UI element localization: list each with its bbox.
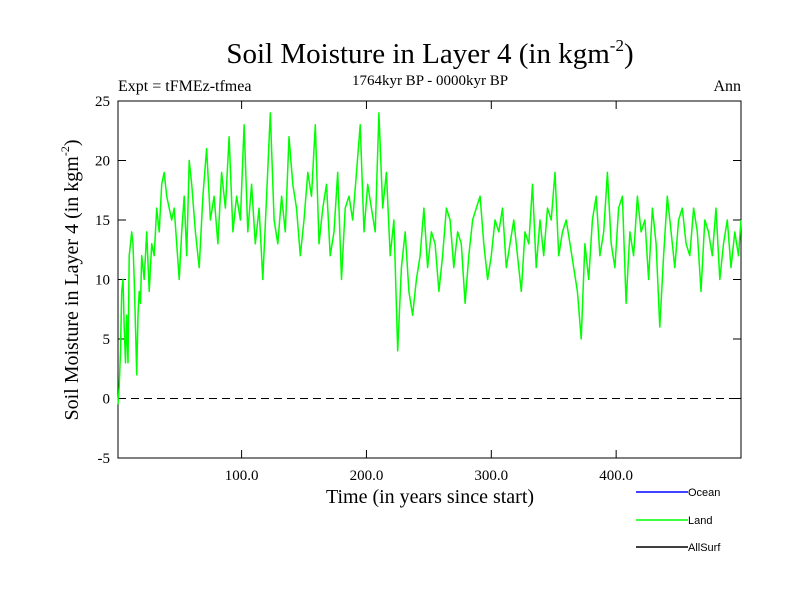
legend: Ocean Land AllSurf [636,487,721,554]
x-tick-label: 100.0 [225,468,259,484]
plot-frame [117,100,742,459]
x-tick-label: 200.0 [350,468,384,484]
legend-label-land: Land [688,515,712,527]
y-tick-label: 0 [103,392,111,408]
series-layer [117,112,742,405]
experiment-label: Expt = tFMEz-tfmea [118,78,251,95]
y-tick-label: 5 [103,332,111,348]
chart-title: Soil Moisture in Layer 4 (in kgm-2) [226,36,633,70]
legend-label-allsurf: AllSurf [688,542,721,554]
x-axis: 100.0 200.0 300.0 400.0 [225,101,633,484]
y-tick-label: 15 [95,213,110,229]
x-tick-label: 400.0 [599,468,633,484]
x-tick-label: 300.0 [474,468,508,484]
y-axis-label: Soil Moisture in Layer 4 (in kgm-2) [58,139,83,420]
y-axis: -5 0 5 10 15 20 25 [95,94,741,467]
legend-label-ocean: Ocean [688,487,720,499]
chart-subtitle: 1764kyr BP - 0000kyr BP [352,73,508,89]
x-axis-label: Time (in years since start) [326,486,534,508]
y-tick-label: 25 [95,94,110,110]
series-line-land [117,112,742,405]
y-tick-label: 20 [95,154,110,170]
y-tick-label: 10 [95,273,110,289]
season-label: Ann [713,78,741,95]
y-tick-label: -5 [98,451,111,467]
